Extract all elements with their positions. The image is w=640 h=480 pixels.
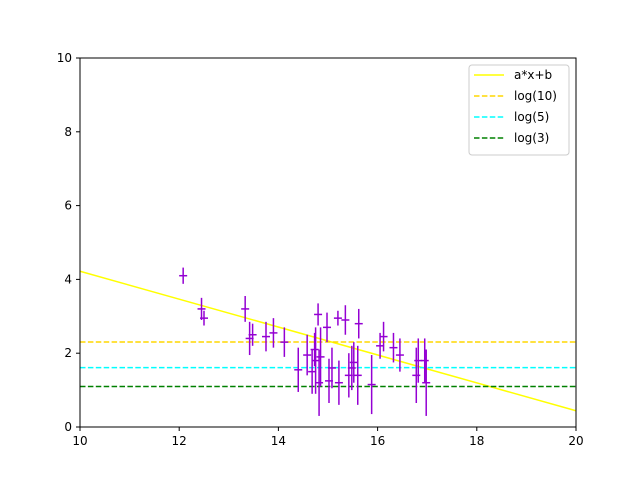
- data-point-8: [280, 327, 289, 357]
- y-tick-label-5: 10: [57, 51, 72, 65]
- x-tick-label-5: 20: [568, 434, 583, 448]
- legend-label-1: log(10): [514, 89, 557, 103]
- x-tick-label-0: 10: [72, 434, 87, 448]
- y-tick-label-1: 2: [64, 346, 72, 360]
- data-point-26: [353, 345, 362, 405]
- data-point-7: [269, 318, 278, 348]
- series-line-0: [79, 270, 577, 412]
- y-tick-label-4: 8: [64, 125, 72, 139]
- y-tick-label-2: 4: [64, 272, 72, 286]
- data-point-16: [316, 327, 325, 387]
- data-point-19: [327, 347, 336, 389]
- legend: a*x+b log(10) log(5) log(3): [468, 64, 570, 156]
- data-point-11: [308, 349, 317, 394]
- plot-frame: [79, 57, 577, 428]
- x-tick-label-1: 12: [172, 434, 187, 448]
- data-point-36: [422, 349, 431, 416]
- data-point-5: [248, 323, 257, 346]
- data-point-6: [262, 321, 270, 352]
- axis-ticks-layer: 10 12 14 16 18 20 0 2 4 6 8 10: [57, 51, 584, 448]
- data-point-15: [315, 349, 324, 416]
- legend-label-2: log(5): [514, 110, 549, 124]
- data-point-32: [395, 338, 404, 372]
- data-points-layer: [179, 267, 431, 416]
- data-point-14: [314, 303, 323, 326]
- x-tick-label-4: 18: [469, 434, 484, 448]
- data-point-0: [179, 267, 188, 284]
- y-tick-label-0: 0: [64, 420, 72, 434]
- x-tick-label-2: 14: [271, 434, 286, 448]
- data-point-27: [354, 308, 363, 339]
- data-point-2: [200, 310, 208, 326]
- data-point-9: [294, 347, 303, 392]
- legend-box: [468, 64, 570, 156]
- y-tick-label-3: 6: [64, 199, 72, 213]
- data-point-21: [334, 360, 343, 405]
- legend-label-0: a*x+b: [514, 68, 552, 82]
- data-point-3: [241, 296, 250, 322]
- data-point-1: [197, 297, 206, 320]
- data-point-31: [389, 332, 398, 363]
- data-point-22: [341, 305, 350, 335]
- data-point-28: [367, 355, 376, 415]
- data-point-10: [303, 334, 312, 376]
- data-point-20: [333, 310, 342, 326]
- legend-label-3: log(3): [514, 131, 549, 145]
- data-point-17: [323, 312, 332, 343]
- data-point-35: [420, 338, 429, 383]
- data-point-30: [379, 321, 388, 352]
- x-tick-label-3: 16: [370, 434, 385, 448]
